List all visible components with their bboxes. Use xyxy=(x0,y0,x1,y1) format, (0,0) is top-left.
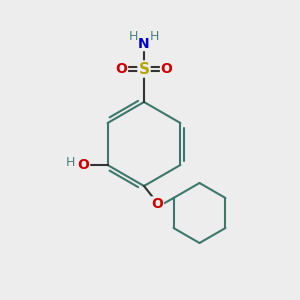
Text: H: H xyxy=(150,29,159,43)
Text: O: O xyxy=(160,62,172,76)
Text: H: H xyxy=(65,155,75,169)
Text: O: O xyxy=(116,62,128,76)
Text: S: S xyxy=(139,61,149,76)
Text: O: O xyxy=(78,158,90,172)
Text: O: O xyxy=(152,197,164,211)
Text: H: H xyxy=(129,29,138,43)
Text: N: N xyxy=(138,37,150,50)
